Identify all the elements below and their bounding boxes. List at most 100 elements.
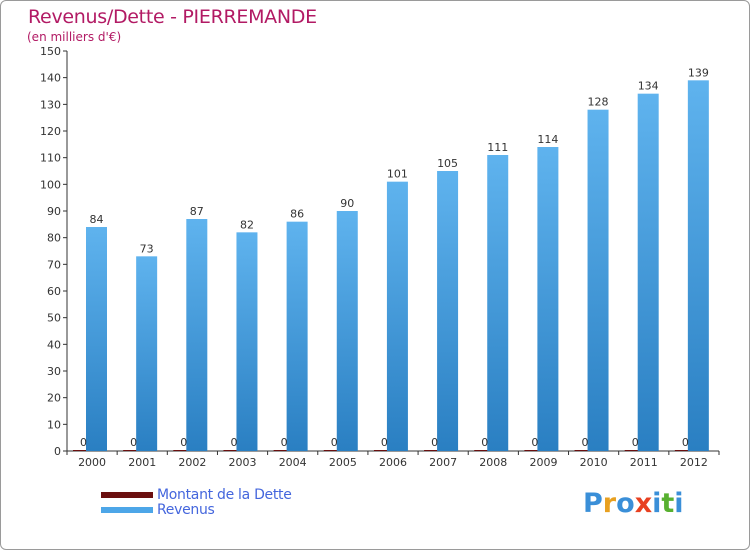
bar-revenus [637, 93, 659, 452]
data-label-revenus: 90 [340, 197, 354, 210]
data-label-dette: 0 [431, 436, 438, 449]
legend-label-revenus: Revenus [157, 501, 215, 518]
legend: Montant de la Dette Revenus [101, 486, 292, 518]
logo-letter: r [602, 488, 617, 519]
data-label-revenus: 86 [290, 208, 304, 221]
bar-dette [424, 450, 446, 451]
legend-item-revenus: Revenus [101, 501, 292, 518]
y-tick-label: 120 [40, 125, 61, 138]
proxiti-logo: Proxiti [583, 488, 684, 519]
y-tick-label: 10 [47, 418, 61, 431]
bar-revenus [86, 227, 107, 451]
bar-dette [373, 450, 395, 451]
bars [73, 80, 709, 452]
y-tick-label: 70 [47, 258, 61, 271]
y-tick-label: 0 [54, 445, 61, 458]
y-tick-label: 90 [47, 205, 61, 218]
x-tick-label: 2006 [379, 456, 407, 469]
data-labels: 0 84 0 73 0 87 0 82 0 86 0 90 0 101 0 105 0 111 0 114 0 128 0 1… [80, 66, 709, 449]
y-tick-label: 60 [47, 285, 61, 298]
data-label-dette: 0 [331, 436, 338, 449]
bar-dette [524, 450, 546, 451]
x-tick-label: 2009 [529, 456, 557, 469]
data-label-revenus: 105 [437, 157, 458, 170]
bar-dette [173, 450, 195, 451]
y-tick-label: 110 [40, 152, 61, 165]
bar-dette [123, 450, 145, 451]
y-tick-label: 140 [40, 72, 61, 85]
bar-revenus [136, 256, 158, 451]
data-label-revenus: 82 [240, 218, 254, 231]
data-label-revenus: 84 [90, 213, 104, 226]
data-label-dette: 0 [180, 436, 187, 449]
chart-subtitle: (en milliers d'€) [27, 30, 122, 44]
bar-dette [223, 450, 245, 451]
data-label-revenus: 101 [387, 168, 408, 181]
legend-label-dette: Montant de la Dette [157, 486, 292, 503]
logo-letter: i [674, 488, 684, 519]
x-tick-label: 2007 [429, 456, 457, 469]
bar-revenus [587, 109, 609, 452]
y-tick-label: 40 [47, 338, 61, 351]
x-tick-label: 2005 [329, 456, 357, 469]
data-label-dette: 0 [632, 436, 639, 449]
bar-revenus [437, 171, 459, 451]
y-tick-label: 80 [47, 232, 61, 245]
y-tick-label: 30 [47, 365, 61, 378]
x-tick-label: 2012 [680, 456, 708, 469]
y-tick-label: 100 [40, 178, 61, 191]
logo-letter: t [661, 488, 675, 519]
y-tick-label: 50 [47, 312, 61, 325]
bar-revenus [186, 219, 208, 451]
data-label-revenus: 87 [190, 205, 204, 218]
data-label-revenus: 139 [688, 66, 709, 79]
x-tick-label: 2011 [630, 456, 658, 469]
data-label-revenus: 128 [588, 96, 609, 109]
data-label-dette: 0 [682, 436, 689, 449]
x-tick-label: 2002 [178, 456, 206, 469]
chart-title: Revenus/Dette - PIERREMANDE [28, 6, 317, 28]
bar-revenus [236, 232, 258, 451]
logo-letter: P [583, 488, 603, 519]
data-label-revenus: 73 [140, 242, 154, 255]
logo-letter: x [634, 488, 653, 519]
bar-revenus [687, 80, 709, 451]
legend-item-dette: Montant de la Dette [101, 486, 292, 503]
legend-swatch-dette [101, 491, 153, 498]
bar-revenus [286, 221, 308, 451]
data-label-revenus: 134 [638, 80, 659, 93]
bar-dette [624, 450, 646, 451]
x-tick-label: 2000 [78, 456, 106, 469]
bar-dette [273, 450, 295, 451]
logo-letter: i [652, 488, 662, 519]
bar-revenus [336, 211, 358, 451]
data-label-dette: 0 [531, 436, 538, 449]
bar-dette [474, 450, 496, 451]
data-label-dette: 0 [381, 436, 388, 449]
data-label-revenus: 111 [487, 141, 508, 154]
y-tick-label: 130 [40, 98, 61, 111]
y-tick-label: 150 [40, 45, 61, 58]
bar-revenus [537, 147, 559, 451]
logo-letter: o [616, 488, 635, 519]
y-tick-label: 20 [47, 392, 61, 405]
data-label-dette: 0 [130, 436, 137, 449]
data-label-dette: 0 [481, 436, 488, 449]
bar-dette [674, 450, 696, 451]
x-tick-label: 2001 [128, 456, 156, 469]
bar-dette [323, 450, 345, 451]
data-label-dette: 0 [80, 436, 87, 449]
x-tick-label: 2003 [229, 456, 257, 469]
bar-dette [73, 450, 94, 451]
legend-swatch-revenus [101, 506, 153, 513]
x-tick-label: 2004 [279, 456, 307, 469]
bar-dette [574, 450, 596, 451]
bar-revenus [386, 181, 408, 451]
x-tick-label: 2010 [580, 456, 608, 469]
bar-revenus [487, 155, 509, 451]
data-label-revenus: 114 [537, 133, 558, 146]
data-label-dette: 0 [281, 436, 288, 449]
x-tick-label: 2008 [479, 456, 507, 469]
